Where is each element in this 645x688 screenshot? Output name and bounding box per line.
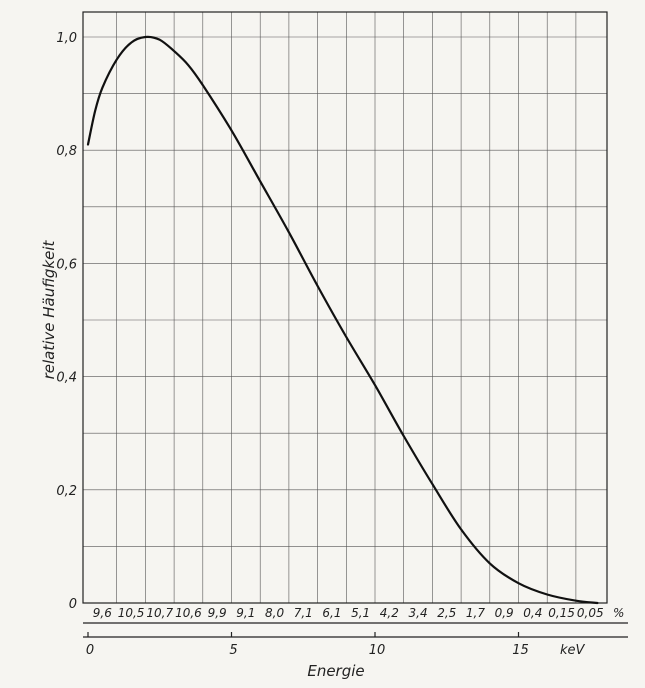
y-tick-label: 0,8 bbox=[56, 144, 77, 159]
interval-percentage: 9,6 bbox=[93, 606, 112, 620]
y-tick-label: 0,6 bbox=[56, 257, 77, 272]
percent-unit-label: % bbox=[613, 606, 624, 620]
interval-percentage: 8,0 bbox=[265, 606, 284, 620]
y-tick-label: 0 bbox=[69, 597, 77, 612]
interval-percentage: 3,4 bbox=[409, 606, 428, 620]
plot-frame bbox=[82, 11, 608, 604]
x-tick-label: 15 bbox=[512, 643, 529, 658]
interval-percentage: 4,2 bbox=[380, 606, 399, 620]
y-tick-label: 0,4 bbox=[56, 371, 77, 386]
interval-percentage: 10,7 bbox=[146, 606, 173, 620]
x-tick-label: 10 bbox=[369, 643, 386, 658]
interval-percentage: 0,05 bbox=[577, 606, 604, 620]
interval-percentage: 7,1 bbox=[294, 606, 313, 620]
interval-percentage: 9,1 bbox=[236, 606, 255, 620]
x-axis-label: Energie bbox=[307, 662, 364, 680]
interval-percentage: 6,1 bbox=[322, 606, 341, 620]
y-tick-label: 0,2 bbox=[56, 484, 77, 499]
interval-percentage: 0,4 bbox=[523, 606, 542, 620]
interval-percentage: 9,9 bbox=[208, 606, 227, 620]
interval-percentage: 0,9 bbox=[495, 606, 514, 620]
x-tick-label: 0 bbox=[86, 643, 94, 658]
x-tick-label: 5 bbox=[229, 643, 237, 658]
y-axis-label: relative Häufigkeit bbox=[40, 239, 58, 379]
x-tick-labels: 0 5 10 15 bbox=[86, 632, 529, 658]
interval-percentage: 0,15 bbox=[548, 606, 575, 620]
interval-percentage: 5,1 bbox=[351, 606, 370, 620]
interval-percentage: 10,6 bbox=[175, 606, 202, 620]
y-tick-labels: 0 0,2 0,4 0,6 0,8 1,0 bbox=[56, 31, 77, 612]
grid-layer bbox=[83, 12, 607, 603]
percentage-labels: 9,6 10,5 10,7 10,6 9,9 9,1 8,0 7,1 6,1 5,1 4,2 3,4 2… bbox=[93, 606, 604, 620]
interval-percentage: 10,5 bbox=[118, 606, 145, 620]
y-tick-label: 1,0 bbox=[56, 31, 77, 46]
interval-percentage: 2,5 bbox=[437, 606, 456, 620]
interval-percentage: 1,7 bbox=[466, 606, 485, 620]
distribution-curve bbox=[86, 35, 599, 605]
kev-unit-label: keV bbox=[560, 643, 586, 658]
